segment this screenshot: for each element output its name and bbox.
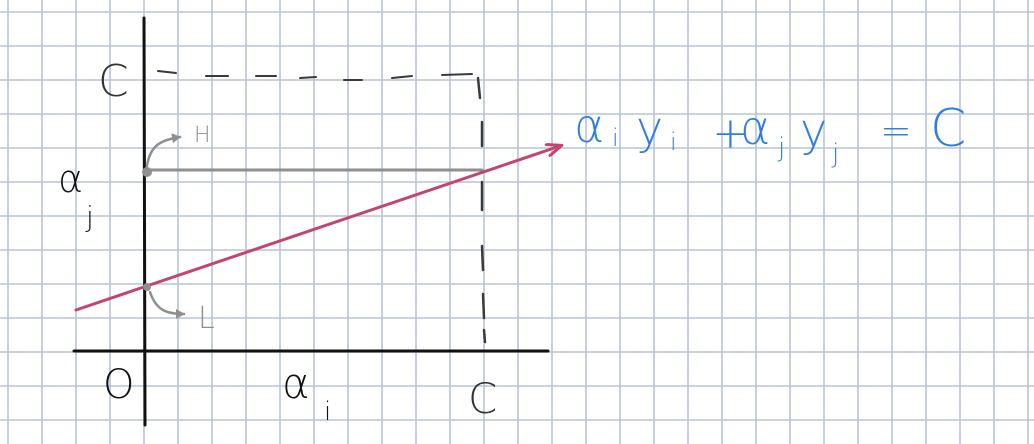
- eq-y-1: y: [636, 101, 663, 155]
- lower-bound-pointer: [148, 290, 186, 319]
- eq-sub-i-1: i: [612, 124, 619, 152]
- lower-bound-label: L: [198, 301, 215, 336]
- upper-bound-point: [142, 167, 152, 177]
- eq-equals: =: [880, 109, 912, 153]
- eq-sub-j-1: j: [777, 133, 785, 163]
- eq-plus: +: [712, 108, 749, 159]
- alpha-i-subscript: i: [324, 397, 331, 427]
- eq-sub-j-2: j: [831, 139, 839, 169]
- box-top-dashes: [157, 70, 473, 81]
- origin-label: O: [103, 362, 134, 408]
- alpha-j-subscript: j: [85, 200, 94, 233]
- lower-bound-point: [143, 283, 151, 291]
- box-right-dashes: [476, 76, 487, 344]
- upper-bound-label: H: [194, 123, 211, 148]
- alpha-i-label: α: [282, 359, 310, 408]
- eq-alpha-1: α: [574, 99, 604, 153]
- axes: [72, 16, 550, 427]
- bounding-box: [157, 70, 487, 344]
- eq-y-2: y: [800, 103, 827, 157]
- y-axis: [142, 16, 147, 427]
- upper-bound-pointer: [145, 133, 182, 168]
- c-axis-bottom-label: C: [468, 374, 497, 423]
- alpha-j-label: α: [58, 157, 83, 201]
- eq-sub-i-2: i: [670, 128, 677, 156]
- constraint-line: [74, 146, 560, 312]
- constraint-equation: α i y i + α j y j = C: [574, 99, 966, 169]
- c-axis-left-label: C: [98, 56, 129, 107]
- eq-alpha-2: α: [740, 101, 770, 155]
- eq-rhs: C: [930, 99, 966, 159]
